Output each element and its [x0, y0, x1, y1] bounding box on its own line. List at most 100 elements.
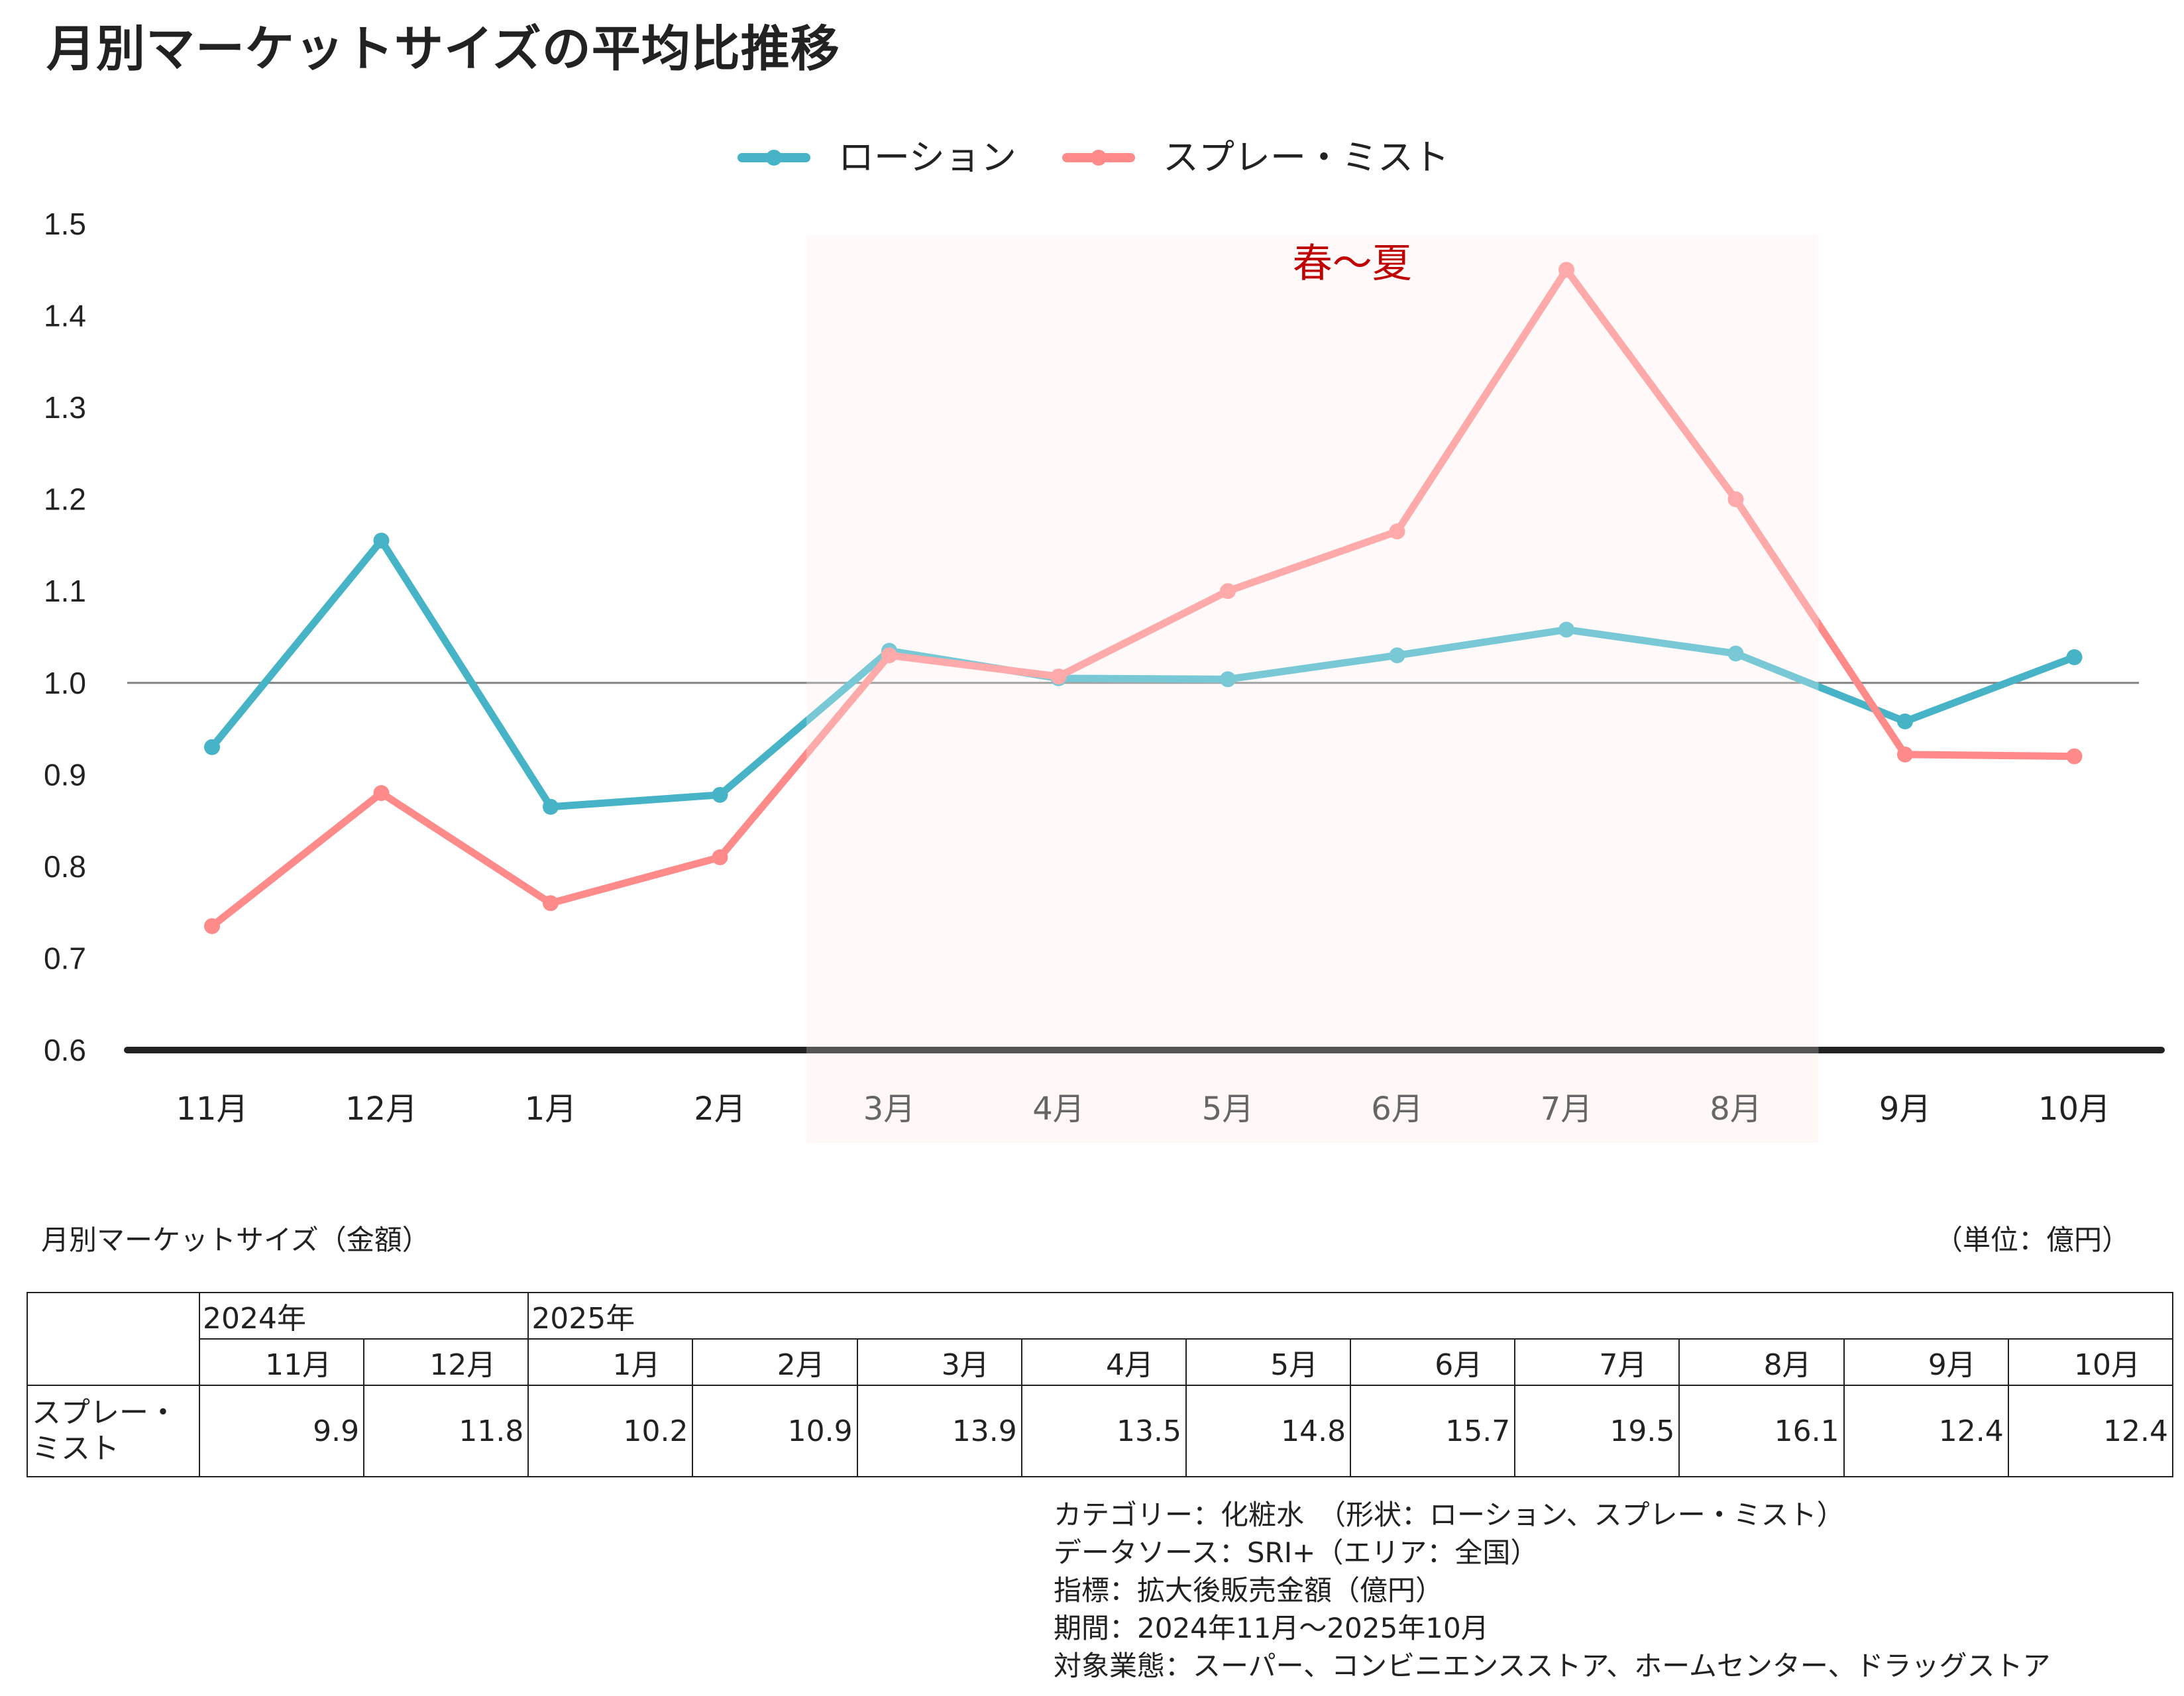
spray-mist-point	[1220, 583, 1236, 600]
table-cell: 13.5	[1020, 1385, 1187, 1477]
y-tick-label: 0.8	[44, 849, 86, 884]
spray-mist-point	[1558, 262, 1574, 278]
table-month-header: 1月	[527, 1338, 694, 1386]
y-axis: 0.6 0.7 0.8 0.9 1.0 1.1 1.2 1.3 1.4 1.5	[44, 207, 86, 1067]
spray-mist-point	[373, 785, 390, 802]
line-chart: ローション スプレー・ミスト 0.6 0.7 0.8 0.9 1.0 1.1 1.2 1.3 1.…	[44, 136, 2165, 1128]
table-month-header: 2月	[692, 1338, 858, 1386]
series-lines	[204, 262, 2083, 934]
lotion-point	[2066, 649, 2083, 665]
spray-mist-point	[2066, 748, 2083, 765]
table-row-label: スプレー・ ミスト	[27, 1385, 200, 1477]
legend-spray-label: スプレー・ミスト	[1163, 136, 1449, 178]
annotation: 春～夏	[1293, 240, 1412, 287]
spray-mist-point	[1897, 746, 1913, 763]
x-tick-label: 9月	[1879, 1090, 1932, 1128]
table-month-header: 6月	[1350, 1338, 1516, 1386]
table-cell: 11.8	[363, 1385, 529, 1477]
table-unit: （単位：億円）	[1934, 1224, 2130, 1256]
table-cell: 10.9	[692, 1385, 858, 1477]
spray-mist-point	[1050, 668, 1067, 685]
y-tick-label: 0.9	[44, 757, 86, 792]
lotion-point	[1389, 647, 1405, 664]
footnote-period: 期間：2024年11月～2025年10月	[1054, 1612, 1489, 1644]
x-tick-label: 8月	[1710, 1090, 1762, 1128]
lotion-point	[1727, 645, 1744, 662]
table-cell: 12.4	[2007, 1385, 2174, 1477]
spray-mist-point	[881, 647, 897, 664]
row-label-line1: スプレー・	[32, 1396, 178, 1430]
x-tick-label: 11月	[176, 1090, 248, 1128]
x-tick-label: 7月	[1541, 1090, 1593, 1128]
footnote-category: カテゴリー：化粧水 （形状：ローション、スプレー・ミスト）	[1054, 1499, 1845, 1531]
table-month-header: 3月	[856, 1338, 1022, 1386]
x-tick-label: 12月	[345, 1090, 417, 1128]
chart-title: 月別マーケットサイズの平均比推移	[46, 21, 840, 78]
legend-lotion-label: ローション	[838, 136, 1016, 178]
table-cell: 16.1	[1678, 1385, 1845, 1477]
table-year-2024: 2024年	[198, 1292, 529, 1340]
x-tick-label: 10月	[2038, 1090, 2110, 1128]
x-tick-label: 1月	[525, 1090, 577, 1128]
table-month-header: 8月	[1678, 1338, 1845, 1386]
y-tick-label: 0.7	[44, 941, 86, 975]
lotion-line	[208, 537, 2078, 811]
y-tick-label: 1.1	[44, 574, 86, 608]
band-label: 春～夏	[1293, 240, 1412, 287]
x-tick-label: 3月	[863, 1090, 916, 1128]
table-cell: 19.5	[1514, 1385, 1680, 1477]
table-year-row: 2024年 2025年	[27, 1292, 2173, 1386]
table-corner-cell	[27, 1292, 200, 1386]
x-tick-label: 5月	[1202, 1090, 1254, 1128]
table-cell: 10.2	[527, 1385, 694, 1477]
y-tick-label: 1.4	[44, 299, 86, 333]
lotion-point	[204, 739, 220, 755]
legend: ローション スプレー・ミスト	[737, 136, 1449, 178]
footnote-metric: 指標：拡大後販売金額（億円）	[1054, 1574, 1444, 1607]
y-tick-label: 1.2	[44, 482, 86, 517]
table-month-header: 7月	[1514, 1338, 1680, 1386]
table-month-header: 10月	[2007, 1338, 2174, 1386]
lotion-point	[712, 786, 728, 803]
legend-marker-icon	[1091, 150, 1107, 166]
table-year-2025: 2025年	[527, 1292, 2173, 1340]
table-month-header: 5月	[1185, 1338, 1352, 1386]
footnote-source: データソース：SRI+（エリア：全国）	[1054, 1536, 1539, 1569]
y-tick-label: 0.6	[44, 1033, 86, 1067]
table-month-header: 11月	[198, 1338, 365, 1386]
table-cell: 14.8	[1185, 1385, 1352, 1477]
lotion-point	[1897, 713, 1913, 729]
table-cell: 12.4	[1843, 1385, 2009, 1477]
lotion-point	[1220, 671, 1236, 688]
x-tick-label: 4月	[1032, 1090, 1085, 1128]
y-tick-label: 1.0	[44, 666, 86, 700]
spray-mist-point	[204, 918, 220, 934]
x-tick-label: 2月	[694, 1090, 746, 1128]
spray-mist-point	[1389, 523, 1405, 540]
footnote: カテゴリー：化粧水 （形状：ローション、スプレー・ミスト） データソース：SRI…	[1054, 1496, 2050, 1685]
table-cell: 13.9	[856, 1385, 1022, 1477]
spray-mist-point	[1727, 491, 1744, 507]
table-row: スプレー・ ミスト 9.9 11.8 10.2 10.9 13.9 13.5 14.8 15.…	[27, 1385, 2174, 1477]
spray-mist-point	[543, 895, 559, 912]
table-month-header: 12月	[363, 1338, 529, 1386]
y-tick-label: 1.3	[44, 390, 86, 425]
row-label-line2: ミスト	[32, 1432, 119, 1465]
lotion-point	[543, 798, 559, 815]
legend-marker-icon	[766, 150, 782, 166]
table-month-row: 11月 12月 1月 2月 3月 4月 5月 6月 7月 8月 9月 10月	[27, 1338, 2174, 1386]
spray-mist-line	[208, 266, 2078, 930]
table-title: 月別マーケットサイズ（金額）	[41, 1224, 430, 1256]
table-month-header: 9月	[1843, 1338, 2009, 1386]
band-overlay-rect	[806, 235, 1819, 1045]
table-month-header: 4月	[1020, 1338, 1187, 1386]
market-size-table: 2024年 2025年 11月 12月 1月 2月 3月 4月 5月 6月 7月 8月 9月 10月 …	[27, 1292, 2174, 1477]
lotion-point	[373, 533, 390, 549]
footnote-channels: 対象業態：スーパー、コンビニエンスストア、ホームセンター、ドラッグストア	[1054, 1650, 2051, 1682]
spray-mist-point	[712, 849, 728, 866]
x-tick-label: 6月	[1371, 1090, 1423, 1128]
band-overlay	[806, 235, 1819, 1053]
table-cell: 9.9	[198, 1385, 365, 1477]
table-cell: 15.7	[1350, 1385, 1516, 1477]
y-tick-label: 1.5	[44, 207, 86, 241]
